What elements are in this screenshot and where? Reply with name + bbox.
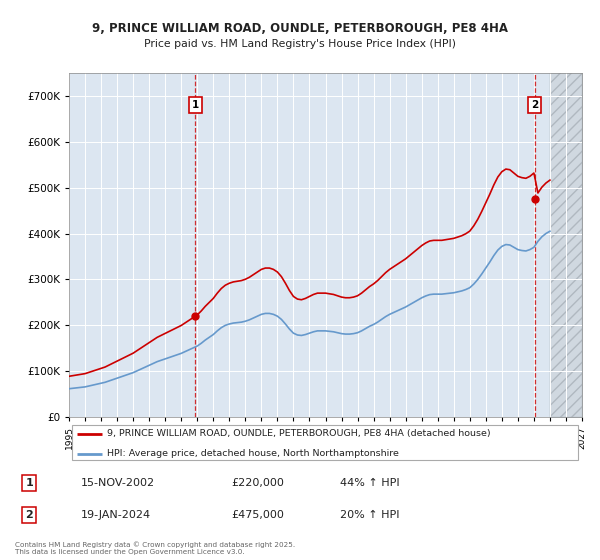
Text: 44% ↑ HPI: 44% ↑ HPI [340,478,400,488]
Text: 2: 2 [531,100,538,110]
Text: 1: 1 [192,100,199,110]
Text: HPI: Average price, detached house, North Northamptonshire: HPI: Average price, detached house, Nort… [107,449,400,458]
Text: 9, PRINCE WILLIAM ROAD, OUNDLE, PETERBOROUGH, PE8 4HA: 9, PRINCE WILLIAM ROAD, OUNDLE, PETERBOR… [92,21,508,35]
FancyBboxPatch shape [71,426,578,460]
Text: 2: 2 [25,510,33,520]
Text: 9, PRINCE WILLIAM ROAD, OUNDLE, PETERBOROUGH, PE8 4HA (detached house): 9, PRINCE WILLIAM ROAD, OUNDLE, PETERBOR… [107,430,491,438]
Text: Contains HM Land Registry data © Crown copyright and database right 2025.
This d: Contains HM Land Registry data © Crown c… [15,541,295,554]
Text: 15-NOV-2002: 15-NOV-2002 [81,478,155,488]
Text: £475,000: £475,000 [231,510,284,520]
Text: 20% ↑ HPI: 20% ↑ HPI [340,510,400,520]
Text: £220,000: £220,000 [231,478,284,488]
Text: 1: 1 [25,478,33,488]
Text: 19-JAN-2024: 19-JAN-2024 [81,510,151,520]
Text: Price paid vs. HM Land Registry's House Price Index (HPI): Price paid vs. HM Land Registry's House … [144,39,456,49]
